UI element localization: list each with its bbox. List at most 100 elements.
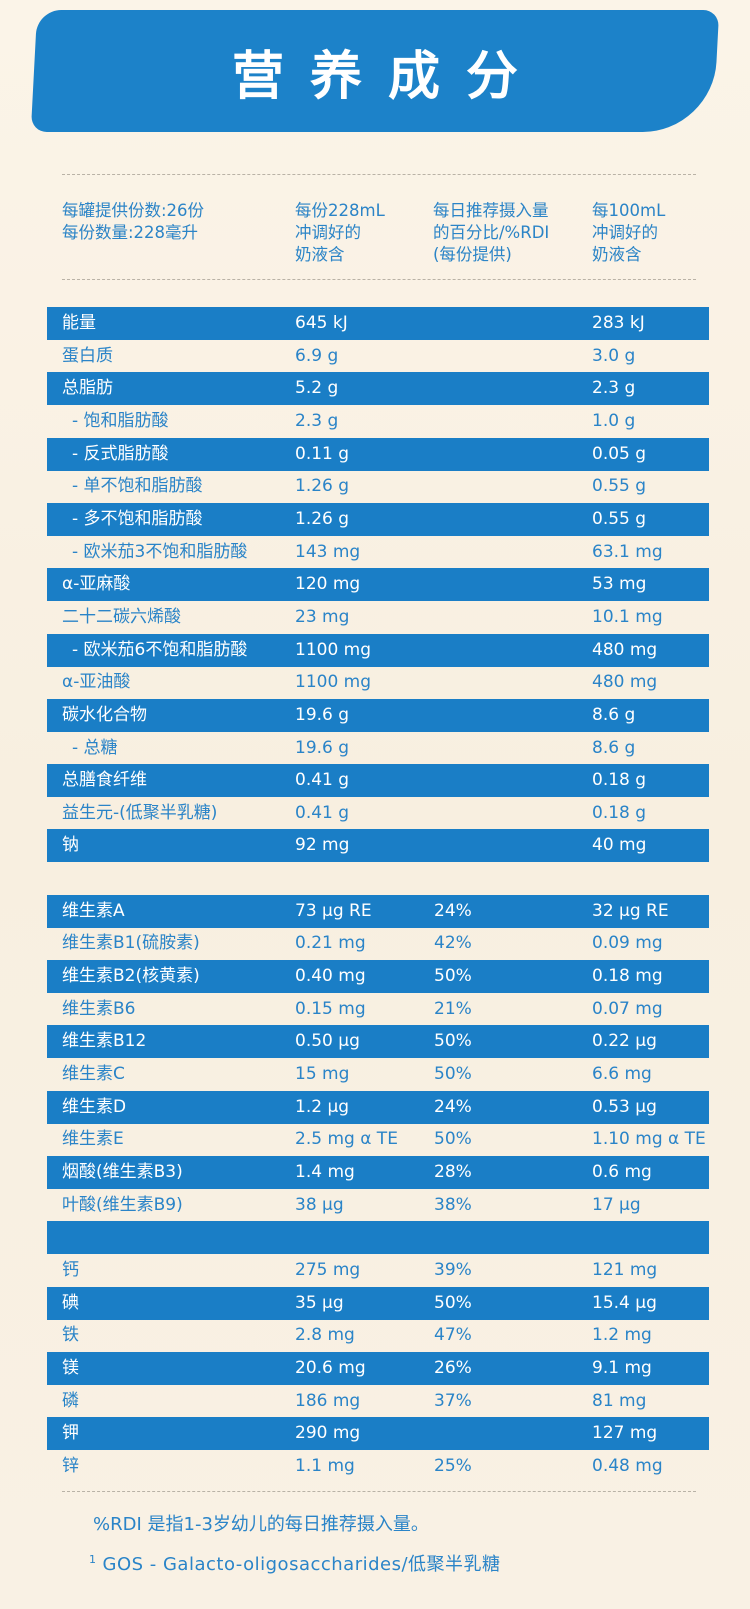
per-serving-value: 15 mg [295, 1063, 350, 1084]
per-100ml-value: 0.18 g [592, 770, 647, 791]
row-name: 钙 [62, 1259, 79, 1280]
per-serving-value: 5.2 g [295, 378, 339, 399]
row-name: 碳水化合物 [62, 704, 147, 725]
row-name: - 多不饱和脂肪酸 [72, 508, 203, 529]
per-100ml-value: 0.48 mg [592, 1455, 663, 1476]
per-serving-value: 20.6 mg [295, 1357, 366, 1378]
per-serving-value: 275 mg [295, 1259, 361, 1280]
table-row: 铁 2.8 mg 47% 1.2 mg [47, 1319, 709, 1352]
per-serving-value: 0.50 μg [295, 1031, 360, 1052]
per-serving-value: 120 mg [295, 574, 361, 595]
per-serving-value: 1.1 mg [295, 1455, 355, 1476]
table-row: - 总糖 19.6 g 8.6 g [47, 732, 709, 765]
per-serving-value: 1100 mg [295, 672, 372, 693]
row-name: 镁 [62, 1357, 79, 1378]
per-serving-value: 0.15 mg [295, 998, 366, 1019]
table-row: - 欧米茄6不饱和脂肪酸 1100 mg 480 mg [47, 633, 709, 667]
rdi-value: 50% [434, 1129, 472, 1150]
per-100ml-value: 6.6 mg [592, 1063, 652, 1084]
rdi-value: 47% [434, 1325, 472, 1346]
per-serving-value: 92 mg [295, 835, 350, 856]
table-row: 钙 275 mg 39% 121 mg [47, 1254, 709, 1287]
per-serving-value: 6.9 g [295, 345, 339, 366]
table-row: 维生素B6 0.15 mg 21% 0.07 mg [47, 993, 709, 1026]
gos-footnote-text: GOS - Galacto-oligosaccharides/低聚半乳糖 [102, 1554, 501, 1575]
rdi-value: 24% [434, 900, 472, 921]
row-name: 蛋白质 [62, 345, 113, 366]
per-serving-value: 73 μg RE [295, 900, 372, 921]
row-name: - 饱和脂肪酸 [72, 410, 169, 431]
row-name: - 反式脂肪酸 [72, 443, 169, 464]
per-serving-value: 0.41 g [295, 770, 350, 791]
row-name: - 单不饱和脂肪酸 [72, 476, 203, 497]
rdi-value: 50% [434, 1292, 472, 1313]
table-row [47, 862, 709, 895]
per-100ml-value: 63.1 mg [592, 541, 663, 562]
table-row: 钠 92 mg 40 mg [47, 829, 709, 863]
rdi-value: 28% [434, 1161, 472, 1182]
table-row [47, 1221, 709, 1255]
row-name: 维生素A [62, 900, 125, 921]
footnote-marker: 1 [89, 1553, 97, 1566]
per-serving-value: 2.8 mg [295, 1325, 355, 1346]
per-100ml-value: 8.6 g [592, 704, 636, 725]
rdi-value: 38% [434, 1194, 472, 1215]
row-name: 维生素B6 [62, 998, 136, 1019]
per-serving-value: 186 mg [295, 1390, 361, 1411]
row-name: 益生元-(低聚半乳糖) [62, 802, 218, 823]
per-100ml-value: 0.18 g [592, 802, 647, 823]
per-100ml-value: 0.55 g [592, 476, 647, 497]
per-100ml-value: 1.0 g [592, 410, 636, 431]
per-serving-value: 645 kJ [295, 313, 348, 333]
table-row: - 欧米茄3不饱和脂肪酸 143 mg 63.1 mg [47, 536, 709, 569]
per-serving-value: 0.40 mg [295, 966, 366, 986]
per-100ml-value: 40 mg [592, 835, 647, 856]
table-row: 蛋白质 6.9 g 3.0 g [47, 340, 709, 373]
per-serving-value: 1100 mg [295, 639, 372, 660]
table-row: 磷 186 mg 37% 81 mg [47, 1385, 709, 1418]
per-serving-value: 143 mg [295, 541, 361, 562]
per-serving-value: 38 μg [295, 1194, 344, 1215]
rdi-value: 50% [434, 966, 472, 986]
per-100ml-value: 0.09 mg [592, 933, 663, 954]
per-100ml-value: 0.55 g [592, 508, 647, 529]
per-serving-value: 290 mg [295, 1423, 361, 1444]
row-name: 维生素C [62, 1063, 125, 1084]
table-row: 维生素E 2.5 mg α TE 50% 1.10 mg α TE [47, 1123, 709, 1156]
rdi-value: 21% [434, 998, 472, 1019]
row-name: - 欧米茄3不饱和脂肪酸 [72, 541, 248, 562]
per-serving-value: 0.41 g [295, 802, 350, 823]
per-100ml-value: 480 mg [592, 672, 658, 693]
per-serving-value: 1.4 mg [295, 1161, 355, 1182]
per-100ml-value: 2.3 g [592, 378, 636, 399]
row-name: 维生素B12 [62, 1031, 147, 1052]
row-name: - 总糖 [72, 737, 118, 758]
per-100ml-value: 81 mg [592, 1390, 647, 1411]
per-100ml-value: 53 mg [592, 574, 647, 595]
rdi-value: 42% [434, 933, 472, 954]
per-serving-value: 2.5 mg α TE [295, 1129, 398, 1150]
row-name: 维生素D [62, 1096, 127, 1117]
row-name: 铁 [62, 1325, 79, 1346]
per-serving-value: 1.26 g [295, 476, 350, 497]
per-serving-value: 35 μg [295, 1292, 344, 1313]
per-serving-value: 0.11 g [295, 443, 350, 464]
table-row: 维生素B2(核黄素) 0.40 mg 50% 0.18 mg [47, 960, 709, 993]
row-name: 锌 [62, 1455, 79, 1476]
per-serving-value: 1.2 μg [295, 1096, 350, 1117]
table-row: 能量 645 kJ 283 kJ [47, 307, 709, 340]
row-name: - 欧米茄6不饱和脂肪酸 [72, 639, 248, 660]
per-100ml-value: 3.0 g [592, 345, 636, 366]
per-100ml-value: 121 mg [592, 1259, 658, 1280]
table-row: - 单不饱和脂肪酸 1.26 g 0.55 g [47, 470, 709, 503]
rdi-value: 50% [434, 1063, 472, 1084]
table-row: 维生素B12 0.50 μg 50% 0.22 μg [47, 1025, 709, 1059]
row-name: α-亚麻酸 [62, 574, 131, 595]
per-serving-value: 2.3 g [295, 410, 339, 431]
rdi-value: 25% [434, 1455, 472, 1476]
table-row: 二十二碳六烯酸 23 mg 10.1 mg [47, 601, 709, 634]
per-100ml-value: 127 mg [592, 1423, 658, 1444]
row-name: 能量 [62, 313, 96, 333]
table-row: 碳水化合物 19.6 g 8.6 g [47, 698, 709, 732]
row-name: 碘 [62, 1292, 79, 1313]
